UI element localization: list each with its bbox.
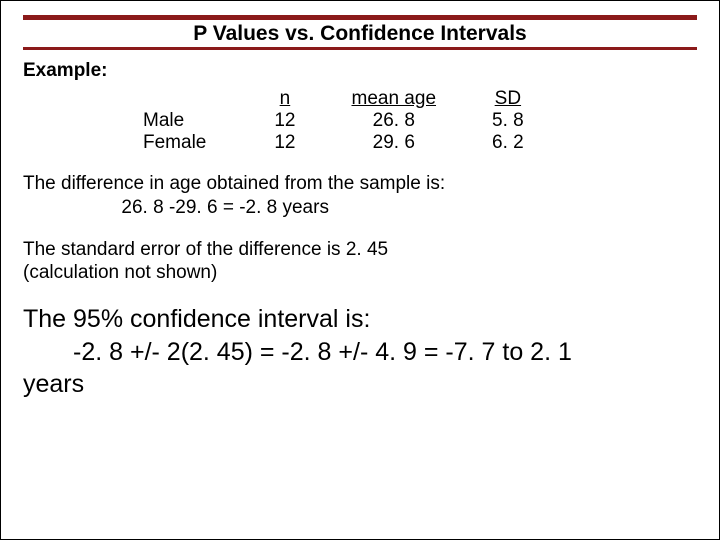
difference-paragraph: The difference in age obtained from the …: [23, 172, 697, 220]
ci-text-line2: -2. 8 +/- 2(2. 45) = -2. 8 +/- 4. 9 = -7…: [23, 336, 697, 369]
slide-container: P Values vs. Confidence Intervals Exampl…: [0, 0, 720, 540]
row-label-female: Female: [143, 132, 246, 154]
cell: 5. 8: [464, 110, 552, 132]
se-text-line2: (calculation not shown): [23, 262, 217, 283]
ci-text-line3: years: [23, 370, 84, 398]
data-table: n mean age SD Male 12 26. 8 5. 8 Female …: [143, 88, 552, 154]
cell: 12: [246, 110, 323, 132]
col-n: n: [246, 88, 323, 110]
col-sd: SD: [464, 88, 552, 110]
se-text-line1: The standard error of the difference is …: [23, 239, 388, 260]
col-blank: [143, 88, 246, 110]
table-row: Male 12 26. 8 5. 8: [143, 110, 552, 132]
cell: 6. 2: [464, 132, 552, 154]
example-label: Example:: [23, 60, 697, 82]
ci-paragraph: The 95% confidence interval is: -2. 8 +/…: [23, 303, 697, 401]
cell: 12: [246, 132, 323, 154]
table-header-row: n mean age SD: [143, 88, 552, 110]
ci-text-line1: The 95% confidence interval is:: [23, 305, 370, 333]
cell: 26. 8: [324, 110, 465, 132]
cell: 29. 6: [324, 132, 465, 154]
title-rule-bottom: [23, 47, 697, 50]
stderr-paragraph: The standard error of the difference is …: [23, 238, 697, 286]
diff-text-line1: The difference in age obtained from the …: [23, 173, 445, 194]
slide-title: P Values vs. Confidence Intervals: [23, 20, 697, 47]
row-label-male: Male: [143, 110, 246, 132]
col-mean-age: mean age: [324, 88, 465, 110]
table-row: Female 12 29. 6 6. 2: [143, 132, 552, 154]
diff-text-line2: 26. 8 -29. 6 = -2. 8 years: [23, 196, 427, 220]
